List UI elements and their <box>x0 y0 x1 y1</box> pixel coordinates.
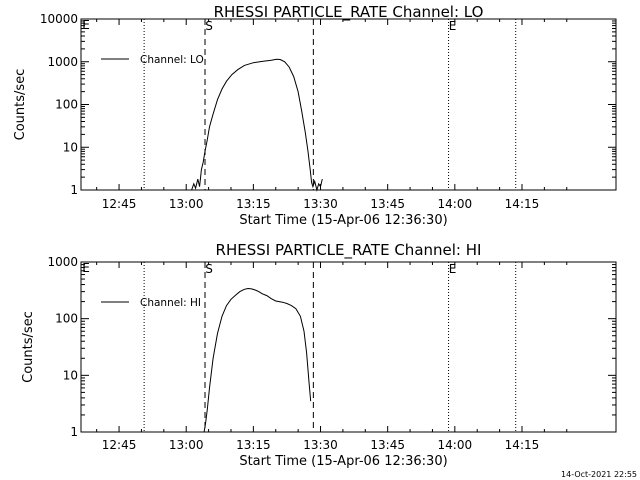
x-tick-label: 13:00 <box>169 197 204 211</box>
series-line-channel-hi <box>203 287 312 433</box>
x-tick-label: 13:15 <box>236 197 271 211</box>
hi-channel-chart: RHESSI PARTICLE_RATE Channel: HI 12:45 13:… <box>21 241 617 469</box>
x-axis-label: Start Time (15-Apr-06 12:36:30) <box>239 454 447 469</box>
x-tick-label: 14:15 <box>505 438 540 452</box>
corner-event-label: E <box>82 18 90 32</box>
footer-timestamp: 14-Oct-2021 22:55 <box>561 470 637 479</box>
y-tick-label: 1000 <box>47 55 78 69</box>
event-marker-label: S <box>205 19 213 33</box>
x-tick-label: 12:45 <box>102 197 137 211</box>
plot-frame <box>80 18 617 191</box>
series-line-channel-lo <box>191 58 323 192</box>
x-tick-label: 13:30 <box>303 438 338 452</box>
x-tick-label: 13:30 <box>303 197 338 211</box>
x-tick-label: 14:00 <box>438 197 473 211</box>
event-marker-label: E <box>449 262 457 276</box>
legend-label: Channel: HI <box>140 297 201 309</box>
y-tick-label: 100 <box>55 312 78 326</box>
x-tick-label: 13:45 <box>370 197 405 211</box>
x-tick-label: 13:45 <box>370 438 405 452</box>
x-tick-label: 14:00 <box>438 438 473 452</box>
x-axis-label: Start Time (15-Apr-06 12:36:30) <box>239 213 447 228</box>
y-tick-label: 100 <box>55 98 78 112</box>
y-tick-label: 10 <box>63 368 78 382</box>
plot-frame <box>80 261 617 433</box>
legend-label: Channel: LO <box>140 54 204 66</box>
y-tick-label: 1 <box>70 425 78 439</box>
chart-title: RHESSI PARTICLE_RATE Channel: LO <box>214 3 484 22</box>
corner-event-label: E <box>82 261 90 275</box>
y-tick-label: 10000 <box>40 12 78 26</box>
y-tick-label: 10 <box>63 140 78 154</box>
chart-title: RHESSI PARTICLE_RATE Channel: HI <box>216 241 482 260</box>
x-tick-label: 12:45 <box>102 438 137 452</box>
y-axis-label: Counts/sec <box>13 69 28 141</box>
x-tick-label: 13:15 <box>236 438 271 452</box>
y-axis-label: Counts/sec <box>21 311 36 383</box>
y-tick-label: 1 <box>70 183 78 197</box>
event-marker-label: S <box>205 262 213 276</box>
lo-channel-chart: RHESSI PARTICLE_RATE Channel: LO 12:45 13:… <box>13 3 617 228</box>
x-tick-label: 14:15 <box>505 197 540 211</box>
event-marker-label: E <box>449 19 457 33</box>
y-tick-label: 1000 <box>47 255 78 269</box>
x-tick-label: 13:00 <box>169 438 204 452</box>
